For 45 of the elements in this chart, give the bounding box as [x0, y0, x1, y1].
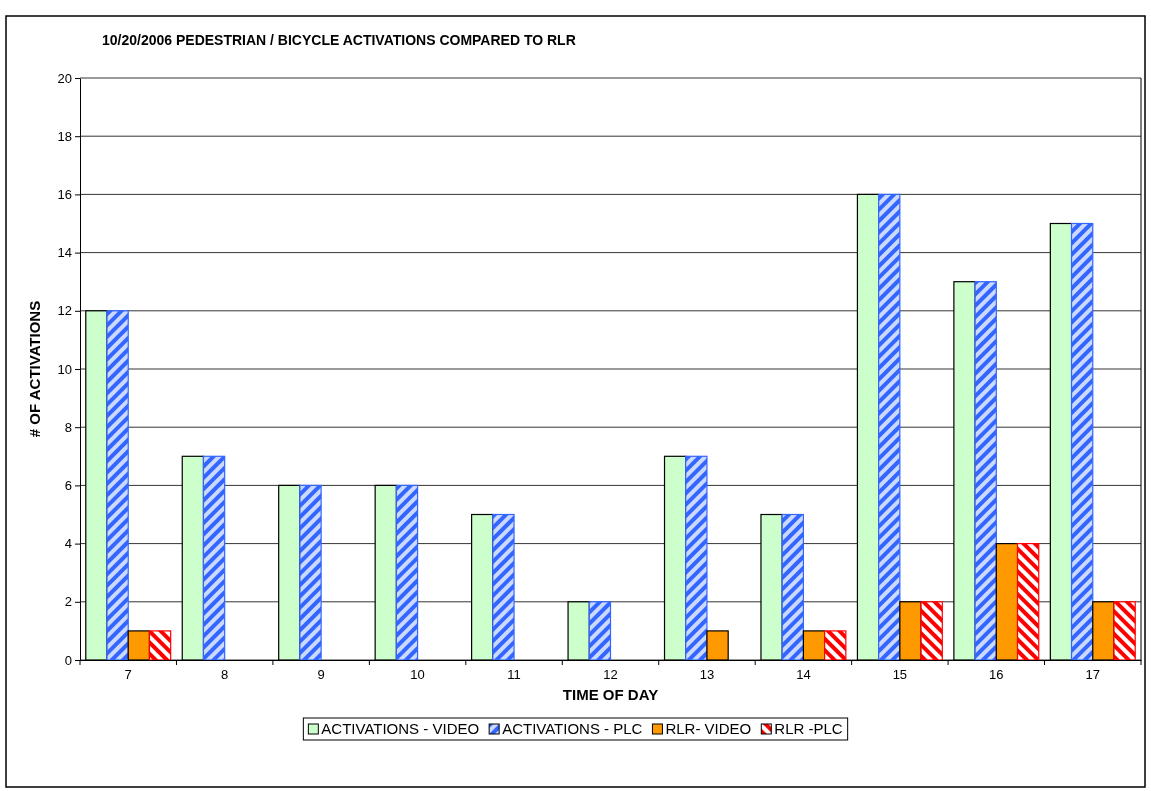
- bar: [1113, 601, 1136, 661]
- bar: [588, 601, 612, 661]
- legend-label: ACTIVATIONS - PLC: [502, 720, 643, 737]
- x-tick-label: 7: [124, 667, 132, 683]
- bar: [148, 630, 172, 661]
- x-axis-title: TIME OF DAY: [562, 686, 659, 703]
- bar: [492, 513, 515, 661]
- x-tick-label: 14: [796, 667, 811, 683]
- y-tick-label: 0: [64, 652, 72, 668]
- legend-label: RLR- VIDEO: [665, 720, 752, 737]
- y-tick-label: 12: [57, 303, 72, 319]
- y-tick-label: 6: [64, 478, 72, 494]
- x-tick-label: 9: [317, 667, 325, 683]
- chart-title: 10/20/2006 PEDESTRIAN / BICYCLE ACTIVATIONS COMPARED TO RLR: [102, 32, 576, 48]
- y-tick-label: 4: [64, 536, 72, 552]
- y-tick-label: 16: [57, 187, 72, 203]
- y-tick-label: 8: [64, 419, 72, 435]
- bar: [106, 310, 129, 661]
- y-tick-label: 18: [57, 128, 72, 144]
- x-tick-label: 13: [699, 667, 715, 683]
- y-tick-label: 20: [57, 70, 72, 86]
- y-axis-title: # OF ACTIVATIONS: [26, 300, 43, 438]
- bar: [395, 484, 419, 661]
- x-tick-label: 16: [989, 667, 1004, 683]
- bar: [1016, 543, 1040, 661]
- y-tick-label: 10: [57, 361, 72, 377]
- x-tick-label: 10: [410, 667, 425, 683]
- legend-label: RLR -PLC: [774, 720, 843, 737]
- bar: [202, 455, 226, 661]
- x-tick-label: 15: [892, 667, 908, 683]
- x-tick-label: 8: [221, 667, 229, 683]
- y-tick-label: 14: [57, 245, 72, 261]
- bar: [781, 513, 805, 661]
- bar: [824, 630, 847, 661]
- bar: [920, 601, 943, 661]
- x-tick-label: 17: [1085, 667, 1101, 683]
- legend-label: ACTIVATIONS - VIDEO: [321, 720, 480, 737]
- bar: [878, 193, 901, 661]
- bar: [1070, 222, 1094, 661]
- y-tick-label: 2: [64, 594, 72, 610]
- x-tick-label: 11: [507, 667, 521, 683]
- bar: [974, 281, 997, 661]
- x-tick-label: 12: [603, 667, 618, 683]
- bar: [299, 484, 322, 661]
- bar: [685, 455, 708, 661]
